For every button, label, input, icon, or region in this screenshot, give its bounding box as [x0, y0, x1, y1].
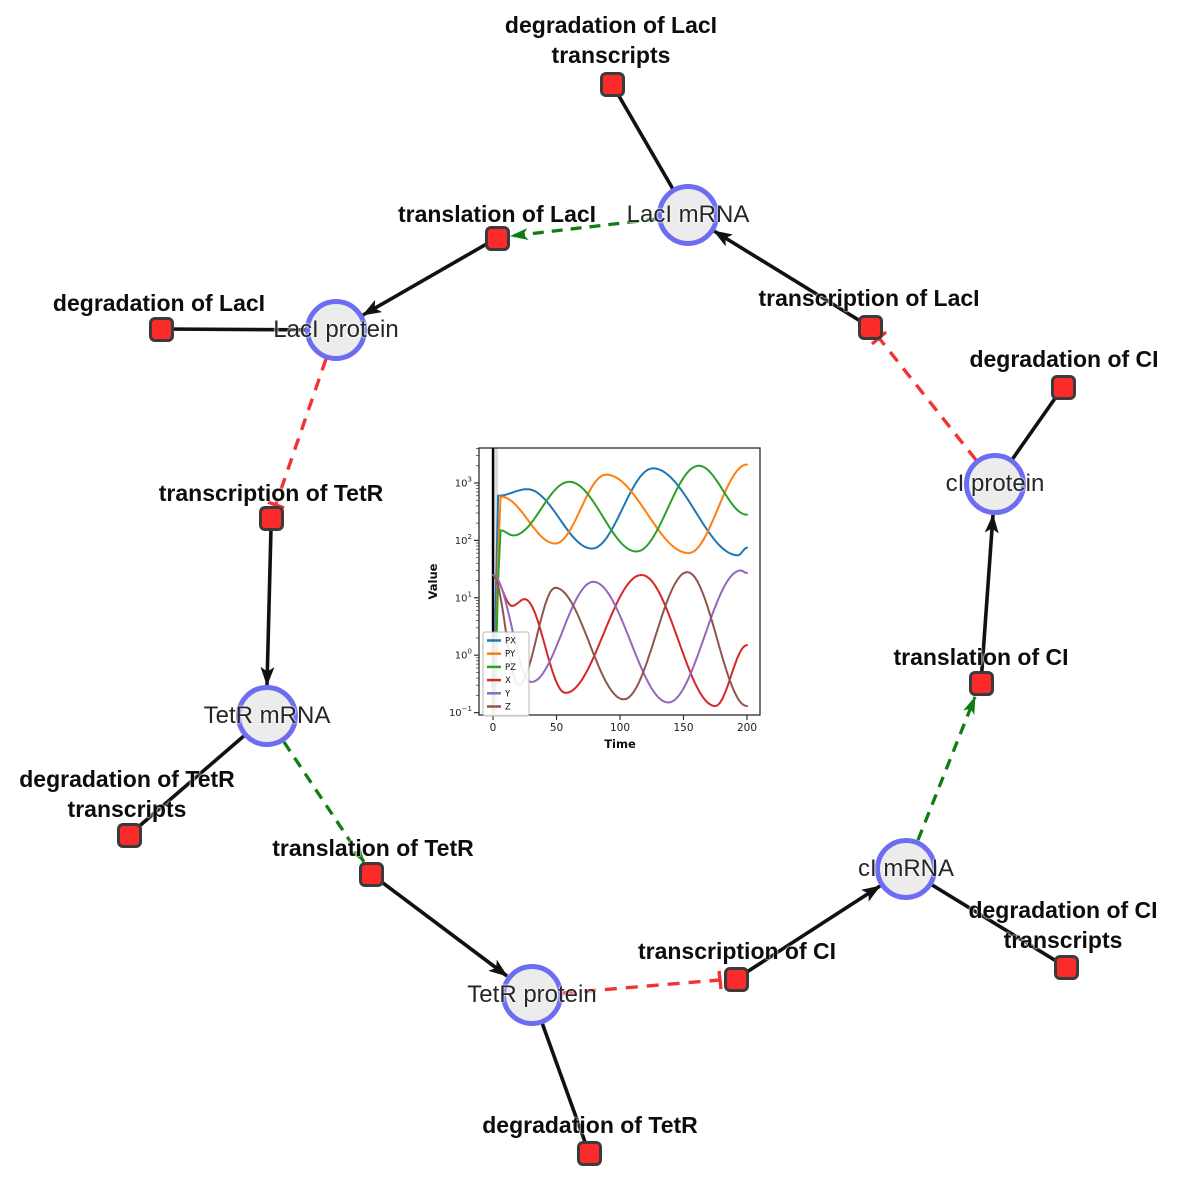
reaction-label-transcription-tetr: transcription of TetR: [158, 480, 384, 506]
edge-transcription-tetr-to-mrna: [260, 527, 275, 686]
reaction-label-degradation-tetr: degradation of TetR: [482, 1112, 698, 1138]
species-node-tetr-mrna[interactable]: TetR mRNA: [204, 685, 330, 747]
reaction-node-transcription-ci[interactable]: [724, 967, 749, 992]
edge-ci-protein-inhibits-laci-transcription: [870, 330, 978, 462]
species-label: LacI mRNA: [626, 201, 750, 228]
svg-text:PY: PY: [505, 650, 516, 660]
reaction-node-degradation-tetr-transcripts[interactable]: [117, 823, 142, 848]
svg-text:Value: Value: [426, 563, 440, 599]
svg-text:PZ: PZ: [505, 663, 516, 673]
reaction-label-degradation-laci: degradation of LacI: [52, 290, 266, 316]
reaction-node-degradation-ci[interactable]: [1051, 375, 1076, 400]
reaction-label-transcription-ci: transcription of CI: [637, 938, 837, 964]
svg-text:101: 101: [455, 590, 472, 604]
reaction-label-translation-tetr: translation of TetR: [272, 835, 474, 861]
reaction-label-translation-laci: translation of LacI: [397, 201, 597, 227]
reaction-node-translation-ci[interactable]: [969, 671, 994, 696]
reaction-node-degradation-laci[interactable]: [149, 317, 174, 342]
svg-text:Time: Time: [604, 737, 636, 751]
edge-transcription-ci-to-mrna: [735, 884, 881, 981]
reaction-node-translation-tetr[interactable]: [359, 862, 384, 887]
inset-chart: 0 50 100 150 200 10−1 100 101 102 103 PX PY PZ X Y Z Tim…: [425, 428, 777, 760]
edge-tetr-protein-inhibits-ci-transcription: [562, 970, 723, 995]
svg-text:103: 103: [455, 476, 472, 490]
species-label: cI protein: [945, 470, 1045, 497]
svg-text:100: 100: [455, 648, 472, 662]
species-label: TetR protein: [467, 981, 597, 1008]
reaction-label-translation-ci: translation of CI: [893, 644, 1069, 670]
reaction-node-transcription-laci[interactable]: [858, 315, 883, 340]
svg-text:100: 100: [610, 722, 630, 734]
svg-text:150: 150: [673, 722, 693, 734]
svg-text:0: 0: [490, 722, 497, 734]
svg-text:10−1: 10−1: [449, 705, 472, 719]
simulation-plot: 0 50 100 150 200 10−1 100 101 102 103 PX PY PZ XYZ Tim…: [426, 447, 761, 751]
reaction-label-degradation-laci-transcripts: degradation of LacI transcripts: [504, 12, 718, 68]
edge-ci-mrna-modifier-translation: [916, 696, 977, 841]
reaction-node-transcription-tetr[interactable]: [259, 506, 284, 531]
svg-text:Y: Y: [504, 689, 511, 699]
svg-text:PX: PX: [505, 637, 516, 647]
reaction-node-degradation-ci-transcripts[interactable]: [1054, 955, 1079, 980]
edge-laci-mrna-modifier-translation: [510, 217, 658, 240]
edge-translation-laci-to-protein: [362, 236, 498, 317]
svg-text:X: X: [505, 676, 511, 686]
species-label: TetR mRNA: [203, 702, 331, 729]
species-label: LacI protein: [273, 316, 399, 343]
edge-ci-mrna-degradation: [905, 867, 1067, 969]
species-node-tetr-protein[interactable]: TetR protein: [467, 964, 597, 1026]
edge-translation-tetr-to-protein: [369, 872, 509, 978]
reaction-label-degradation-ci-transcripts: degradation of CI transcripts: [968, 897, 1158, 953]
reaction-node-degradation-tetr[interactable]: [577, 1141, 602, 1166]
svg-text:Z: Z: [505, 703, 511, 713]
edge-transcription-laci-to-mrna: [713, 229, 871, 329]
reaction-label-degradation-ci: degradation of CI: [969, 346, 1159, 372]
reaction-label-degradation-tetr-transcripts: degradation of TetR transcripts: [19, 766, 235, 822]
reaction-node-degradation-laci-transcripts[interactable]: [600, 72, 625, 97]
reaction-node-translation-laci[interactable]: [485, 226, 510, 251]
species-node-laci-protein[interactable]: LacI protein: [273, 299, 399, 361]
svg-text:50: 50: [550, 722, 563, 734]
svg-text:200: 200: [737, 722, 757, 734]
edge-translation-ci-to-protein: [979, 514, 999, 684]
species-node-ci-mrna[interactable]: cI mRNA: [858, 838, 954, 900]
edge-tetr-mrna-modifier-translation: [282, 741, 366, 863]
reaction-label-transcription-laci: transcription of LacI: [758, 285, 980, 311]
species-label: cI mRNA: [858, 855, 954, 882]
svg-text:102: 102: [455, 533, 472, 547]
species-node-laci-mrna[interactable]: LacI mRNA: [627, 184, 749, 246]
species-node-ci-protein[interactable]: cI protein: [946, 453, 1044, 515]
